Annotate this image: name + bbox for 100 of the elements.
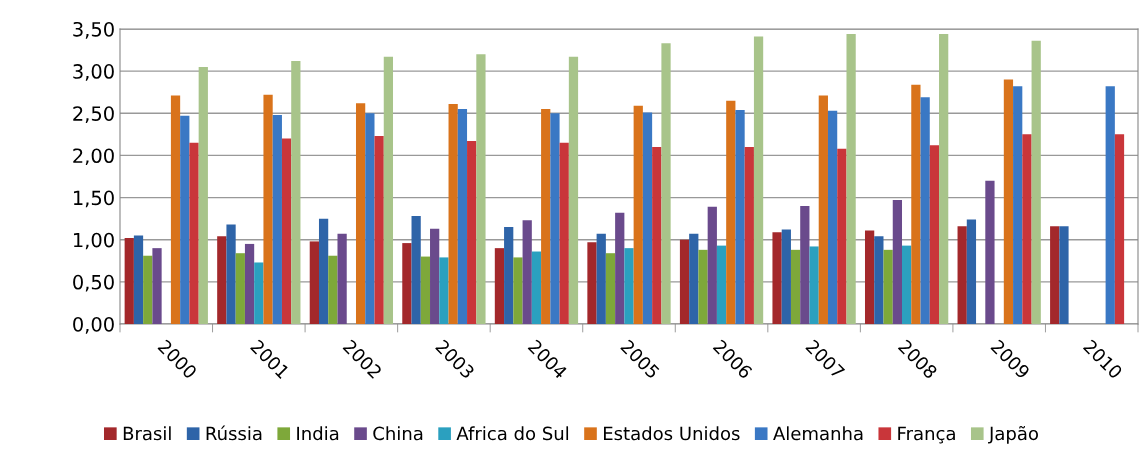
bar (467, 141, 477, 324)
bar (772, 232, 782, 324)
bar (1114, 134, 1125, 324)
bar (726, 100, 736, 324)
legend-label: Rússia (206, 425, 262, 441)
bar (504, 227, 514, 324)
bar (430, 228, 440, 324)
bar (902, 245, 912, 324)
bar (550, 113, 560, 324)
bar (531, 251, 542, 324)
y-tick-label: 1,50 (73, 190, 114, 208)
bar (652, 147, 662, 324)
bar (309, 241, 319, 324)
bar (744, 147, 754, 324)
y-tick-label: 0,00 (73, 316, 114, 334)
legend-label: Africa do Sul (456, 426, 569, 441)
bar (1105, 86, 1115, 324)
bar (522, 220, 532, 324)
bar (143, 255, 153, 324)
bar (1050, 226, 1060, 324)
bar (707, 206, 717, 324)
bar (180, 115, 190, 324)
bar (568, 56, 579, 324)
bar (846, 34, 856, 324)
bar (633, 105, 643, 324)
bar (328, 255, 338, 324)
bar (661, 43, 671, 324)
y-tick-label: 2,50 (73, 106, 114, 123)
bar (596, 233, 606, 324)
bar (605, 253, 616, 324)
bar (365, 113, 375, 324)
bar (383, 56, 394, 324)
bar (837, 148, 847, 324)
bar (892, 200, 903, 324)
bar (272, 114, 282, 324)
bar (244, 243, 255, 324)
legend-label: França (898, 426, 955, 444)
legend-label: China (373, 426, 423, 441)
bar (411, 216, 421, 324)
bar (494, 248, 505, 324)
bar (864, 230, 875, 324)
bar (985, 180, 995, 324)
bar (790, 249, 801, 324)
bar (448, 104, 458, 324)
bar (235, 253, 245, 324)
bar (513, 257, 523, 324)
bar (827, 110, 838, 324)
bar (226, 224, 236, 324)
bar (217, 236, 227, 324)
bar (402, 243, 412, 324)
bar (133, 235, 144, 324)
bar (689, 233, 699, 324)
bar (920, 97, 930, 324)
y-tick-label: 1,00 (73, 232, 114, 250)
bar (254, 262, 264, 324)
bar (679, 239, 690, 324)
bar (439, 257, 449, 324)
bar (1022, 134, 1032, 324)
bar (716, 245, 727, 324)
bar (939, 34, 949, 324)
y-tick-label: 0,50 (73, 274, 114, 292)
bar (541, 109, 551, 324)
bar (624, 248, 634, 324)
bar (615, 212, 625, 324)
bar (1013, 86, 1023, 324)
bar (420, 256, 431, 324)
bar (1059, 226, 1069, 324)
y-tick-label: 2,00 (73, 148, 114, 166)
bar (355, 103, 366, 324)
bar (337, 233, 347, 324)
bar (929, 145, 940, 324)
y-tick-label: 3,50 (73, 21, 114, 39)
bar (735, 109, 745, 324)
bar (911, 84, 921, 324)
bar (291, 61, 301, 324)
bar (170, 95, 181, 324)
legend-label: Japão (988, 425, 1038, 444)
bar (800, 206, 810, 324)
bar (152, 248, 162, 324)
bar (874, 236, 884, 324)
bar (374, 136, 384, 324)
legend-label: India (297, 426, 339, 441)
legend-label: Brasil (123, 426, 171, 441)
bar (753, 36, 764, 324)
bar (642, 112, 653, 324)
bar (818, 95, 828, 324)
bar (263, 94, 273, 324)
bar (957, 226, 967, 324)
bar (198, 66, 208, 324)
bar (781, 229, 791, 324)
bar (281, 138, 292, 324)
bar (457, 109, 468, 324)
bar (476, 54, 486, 324)
bar (809, 246, 819, 324)
bar (189, 142, 199, 324)
bar (1031, 40, 1041, 324)
bar (124, 238, 134, 324)
bar (318, 218, 329, 324)
y-tick-label: 3,00 (73, 64, 114, 81)
bar (966, 219, 977, 324)
